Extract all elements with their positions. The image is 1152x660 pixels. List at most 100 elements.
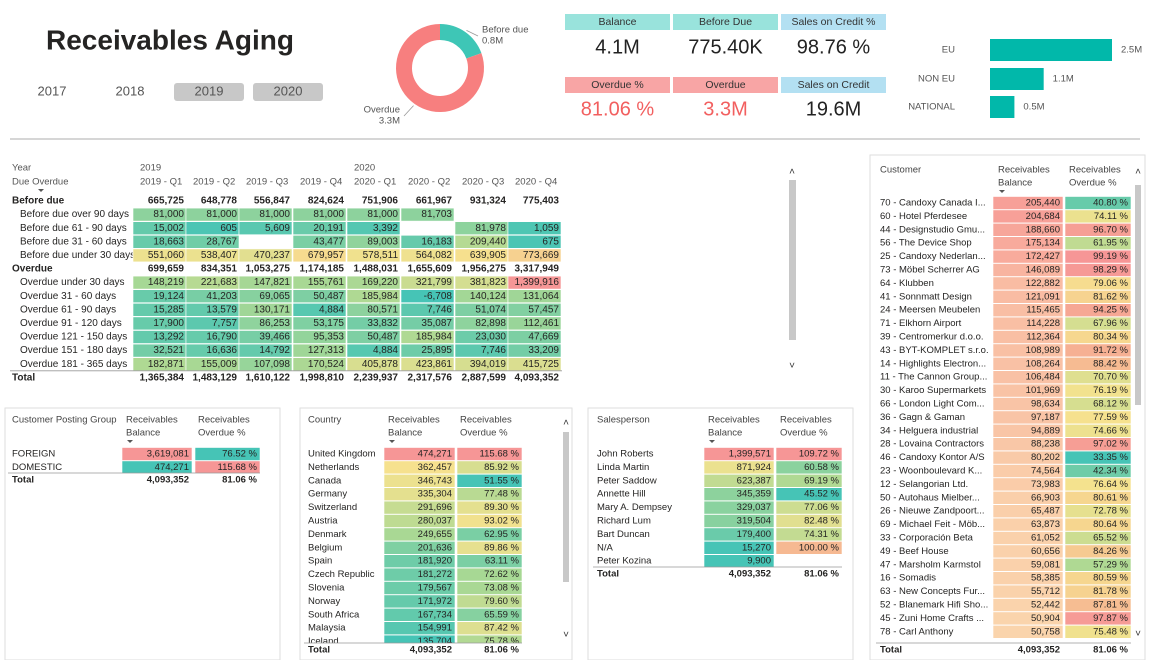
matrix-cell: 148,219 (148, 277, 185, 288)
table-row-label: United Kingdom (308, 449, 376, 460)
heat-cell (1064, 531, 1132, 545)
table-cell: 345,359 (737, 489, 771, 500)
scrollbar[interactable] (1135, 185, 1141, 405)
table-row-label: 30 - Karoo Supermarkets (880, 385, 986, 396)
matrix-cell: 182,871 (148, 359, 185, 370)
table-cell: 181,920 (418, 556, 452, 567)
matrix-header: 2020 (354, 163, 375, 174)
table-cell: 58,385 (1031, 573, 1060, 584)
table-cell: 167,734 (418, 609, 452, 620)
table-cell: 50,904 (1031, 613, 1060, 624)
matrix-cell: 773,669 (523, 250, 560, 261)
table-cell: 62.95 % (484, 529, 519, 540)
scroll-arrow[interactable]: ˅ (563, 630, 569, 641)
bar-category: EU (942, 45, 955, 56)
matrix-cell: 751,906 (362, 196, 399, 207)
year-button-selected[interactable] (174, 83, 244, 101)
year-button[interactable]: 2020 (274, 83, 303, 98)
heat-cell (383, 540, 456, 555)
heat-cell (1064, 236, 1132, 250)
matrix-cell: 221,683 (201, 277, 238, 288)
heat-cell (703, 487, 775, 502)
matrix-cell: 81,703 (421, 209, 452, 220)
heat-cell (992, 397, 1064, 411)
heat-cell (775, 487, 843, 502)
table-row-label: 49 - Beef House (880, 546, 949, 557)
matrix-cell: 423,861 (416, 359, 453, 370)
heat-cell (1064, 330, 1132, 344)
scroll-arrow[interactable]: ˄ (789, 167, 795, 178)
table-row-label: Spain (308, 556, 332, 567)
table-cell: 84.26 % (1093, 546, 1128, 557)
matrix-cell: 551,060 (148, 250, 185, 261)
table-cell: 175,134 (1026, 238, 1060, 249)
bar-value-label: 1.1M (1053, 74, 1074, 85)
scroll-arrow[interactable]: ˄ (1135, 167, 1141, 178)
table-cell: 75.48 % (1093, 626, 1128, 637)
table-cell: 135,704 (418, 636, 452, 647)
scrollbar[interactable] (789, 180, 796, 340)
table-header: Receivables (780, 415, 832, 426)
scroll-arrow[interactable]: ˅ (1135, 629, 1141, 640)
scroll-arrow[interactable]: ˅ (789, 361, 795, 372)
table-row-label: 39 - Centromerkur d.o.o. (880, 332, 984, 343)
matrix-cell: 16,790 (206, 332, 237, 343)
matrix-row-label: Overdue (12, 264, 53, 275)
heat-cell (992, 196, 1064, 210)
table-row-label: FOREIGN (12, 449, 55, 460)
table-cell: 65.52 % (1093, 533, 1128, 544)
matrix-header: Year (12, 163, 31, 174)
table-row-label: 16 - Somadis (880, 573, 936, 584)
table-cell: 81.78 % (1093, 586, 1128, 597)
table-cell: 52,442 (1031, 600, 1060, 611)
table-cell: 61.95 % (1093, 238, 1128, 249)
leader-line (403, 105, 414, 117)
scrollbar[interactable] (563, 432, 569, 582)
table-cell: 82.48 % (804, 516, 839, 527)
table-cell: 108,264 (1026, 358, 1060, 369)
matrix-cell: 169,220 (362, 277, 399, 288)
table-cell: 335,304 (418, 489, 452, 500)
table-row-label: 56 - The Device Shop (880, 238, 972, 249)
table-row-label: 69 - Michael Feit - Möb... (880, 519, 985, 530)
year-button[interactable]: 2019 (195, 83, 224, 98)
table-cell: 77.06 % (804, 502, 839, 513)
table-cell: 65,487 (1031, 506, 1060, 517)
table-header: Receivables (126, 415, 178, 426)
heat-cell (992, 316, 1064, 331)
heat-cell (383, 527, 456, 542)
heat-cell (456, 634, 523, 643)
heat-cell (992, 370, 1064, 385)
year-button-selected[interactable] (253, 83, 323, 101)
table-cell: 179,567 (418, 583, 452, 594)
heat-cell (992, 236, 1064, 250)
year-button[interactable]: 2018 (116, 83, 145, 98)
matrix-cell: 665,725 (148, 196, 185, 207)
heat-cell (775, 460, 843, 475)
heat-cell (775, 514, 843, 528)
matrix-cell: 17,900 (153, 318, 184, 329)
heat-cell (1064, 249, 1132, 264)
scroll-arrow[interactable]: ˄ (563, 418, 569, 429)
heat-cell (456, 567, 523, 582)
table-row-label: Linda Martin (597, 462, 649, 473)
heat-cell (1064, 571, 1132, 586)
kpi-value: 4.1M (595, 36, 639, 58)
heat-cell (346, 302, 401, 317)
heat-cell (346, 248, 401, 263)
matrix-cell: 50,487 (313, 291, 344, 302)
table-cell: 80.61 % (1093, 492, 1128, 503)
donut-category: Before due (482, 25, 528, 36)
matrix-cell: 81,000 (259, 209, 290, 220)
year-button[interactable]: 2017 (38, 83, 67, 98)
table-cell: 96.70 % (1093, 224, 1128, 235)
heat-cell (400, 207, 455, 222)
table-cell: 40.80 % (1093, 198, 1128, 209)
matrix-cell: 931,324 (470, 196, 507, 207)
heat-cell (400, 330, 455, 344)
matrix-cell: -6,708 (424, 291, 453, 302)
table-cell: 74,564 (1031, 466, 1060, 477)
heat-cell (456, 527, 523, 542)
table-cell: 121,091 (1026, 291, 1060, 302)
table-cell: 115,465 (1026, 305, 1060, 316)
